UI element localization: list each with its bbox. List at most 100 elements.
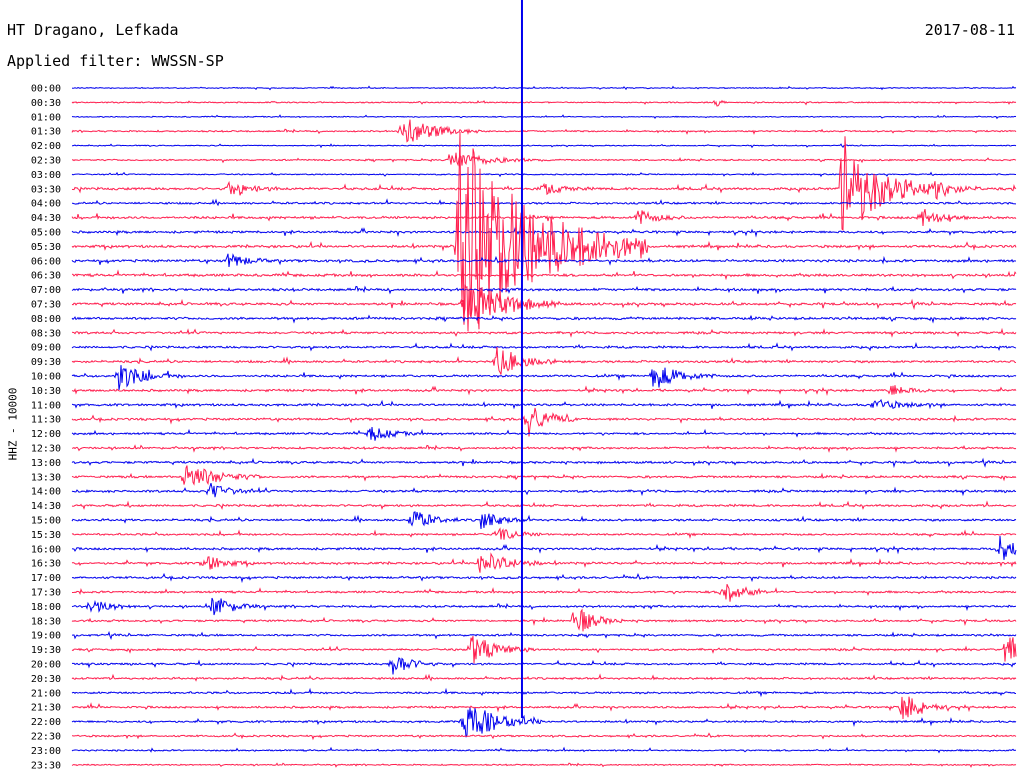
row-tick-label: 04:00 (31, 199, 61, 210)
trace-line (71, 365, 1017, 390)
row-tick-label: 05:00 (31, 228, 61, 239)
trace-line (71, 673, 1017, 682)
date-label: 2017-08-11 (924, 21, 1015, 39)
trace-line (71, 143, 1017, 149)
trace-line (71, 285, 1017, 295)
trace-line (71, 500, 1017, 510)
trace-line (71, 131, 1017, 330)
trace-line (71, 347, 1017, 375)
row-tick-label: 14:30 (31, 501, 61, 512)
trace-line (71, 119, 1017, 143)
row-tick-label: 17:30 (31, 588, 61, 599)
row-tick-label: 06:30 (31, 271, 61, 282)
row-tick-label: 18:00 (31, 602, 61, 613)
trace-line (71, 152, 1017, 167)
trace-line (72, 584, 1017, 602)
row-tick-label: 09:30 (31, 357, 61, 368)
row-tick-label: 02:30 (31, 156, 61, 167)
row-tick-label: 15:00 (31, 516, 61, 527)
row-tick-label: 03:30 (31, 184, 61, 195)
row-tick-label: 21:00 (31, 688, 61, 699)
row-tick-label: 11:00 (31, 400, 61, 411)
trace-line (71, 482, 1017, 498)
row-tick-label: 14:00 (31, 487, 61, 498)
trace-line (71, 427, 1017, 441)
row-tick-label: 18:30 (31, 616, 61, 627)
trace-line (71, 696, 1017, 720)
trace-line (71, 444, 1017, 453)
row-tick-label: 12:30 (31, 444, 61, 455)
trace-line (71, 253, 1016, 267)
trace-line (71, 707, 1017, 738)
trace-line (71, 457, 1017, 469)
row-tick-label: 08:30 (31, 328, 61, 339)
trace-line (71, 687, 1016, 698)
tick-labels: 00:00 00:30 01:00 01:30 02:00 02:30 03:00 03:30… (31, 84, 61, 772)
row-tick-label: 09:00 (31, 343, 61, 354)
trace-line (71, 385, 1017, 396)
row-tick-label: 11:30 (31, 415, 61, 426)
row-tick-label: 23:30 (31, 760, 61, 771)
trace-line (71, 85, 1017, 91)
row-tick-label: 01:30 (31, 127, 61, 138)
row-tick-label: 22:30 (31, 732, 61, 743)
trace-line (71, 597, 1017, 616)
row-tick-label: 06:00 (31, 256, 61, 267)
trace-line (71, 527, 1017, 540)
trace-line (71, 198, 1016, 207)
filter-label: Applied filter: WWSSN-SP (7, 52, 224, 70)
trace-lines (71, 85, 1017, 768)
row-tick-label: 23:00 (31, 746, 61, 757)
trace-line (71, 398, 1017, 410)
row-tick-label: 12:00 (31, 429, 61, 440)
trace-line (71, 99, 1017, 107)
row-tick-label: 05:30 (31, 242, 61, 253)
trace-line (71, 208, 1017, 227)
trace-line (71, 114, 1017, 120)
row-tick-label: 08:00 (31, 314, 61, 325)
station-title: HT Dragano, Lefkada (7, 21, 179, 39)
row-tick-label: 01:00 (31, 112, 61, 123)
row-tick-label: 03:00 (31, 170, 61, 181)
row-tick-label: 13:30 (31, 472, 61, 483)
trace-line (72, 630, 1017, 641)
row-tick-label: 02:00 (31, 141, 61, 152)
trace-line (71, 314, 1017, 324)
trace-line (71, 552, 1017, 573)
trace-line (71, 572, 1017, 584)
trace-line (71, 407, 1017, 437)
row-tick-label: 07:30 (31, 300, 61, 311)
trace-line (71, 657, 1017, 675)
row-tick-label: 17:00 (31, 573, 61, 584)
trace-line (71, 746, 1016, 754)
row-tick-label: 16:30 (31, 559, 61, 570)
row-tick-label: 13:00 (31, 458, 61, 469)
trace-line (71, 608, 1017, 632)
trace-line (71, 341, 1017, 352)
trace-line (71, 762, 1017, 768)
trace-line (71, 227, 1017, 238)
trace-line (71, 732, 1017, 741)
row-tick-label: 16:00 (31, 544, 61, 555)
trace-line (71, 284, 1017, 332)
row-tick-label: 00:30 (31, 98, 61, 109)
row-tick-label: 21:30 (31, 703, 61, 714)
row-tick-label: 10:30 (31, 386, 61, 397)
trace-line (71, 269, 1017, 281)
row-tick-label: 19:00 (31, 631, 61, 642)
trace-line (71, 136, 1017, 231)
row-tick-label: 10:00 (31, 372, 61, 383)
row-tick-label: 04:30 (31, 213, 61, 224)
row-tick-label: 07:00 (31, 285, 61, 296)
row-tick-label: 20:00 (31, 660, 61, 671)
trace-line (71, 535, 1017, 560)
row-tick-label: 22:00 (31, 717, 61, 728)
row-tick-label: 00:00 (31, 84, 61, 95)
trace-line (71, 327, 1017, 338)
row-tick-label: 20:30 (31, 674, 61, 685)
row-tick-label: 19:30 (31, 645, 61, 656)
trace-line (71, 635, 1017, 664)
trace-line (71, 511, 1017, 530)
trace-line (71, 465, 1017, 486)
